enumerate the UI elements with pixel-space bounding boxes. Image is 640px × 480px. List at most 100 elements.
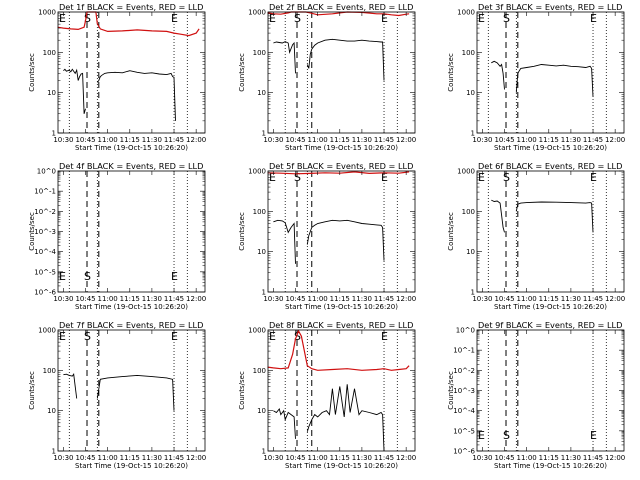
marker-e: E [590, 171, 597, 184]
x-tick-label: 11:30 [352, 136, 372, 144]
x-tick-label: 11:15 [539, 295, 559, 303]
x-tick-label: 12:00 [396, 454, 416, 462]
marker-e: E [171, 12, 178, 25]
y-tick-label: 10^-1 [34, 188, 56, 196]
y-tick-label: 10^-3 [453, 387, 475, 395]
y-axis-label: Counts/sec [28, 212, 36, 251]
marker-s: S [503, 429, 510, 442]
x-tick-label: 11:00 [98, 454, 118, 462]
y-tick-label: 100 [43, 367, 56, 375]
y-axis-label: Counts/sec [238, 371, 246, 410]
x-tick-label: 11:30 [561, 136, 581, 144]
marker-e-left: E [59, 270, 66, 283]
y-tick-label: 10^0 [37, 168, 56, 176]
x-tick-label: 11:00 [308, 136, 328, 144]
x-tick-label: 11:00 [98, 136, 118, 144]
y-tick-label: 1 [471, 130, 475, 138]
x-tick-label: 11:30 [352, 454, 372, 462]
y-axis-label: Counts/sec [447, 212, 455, 251]
y-tick-label: 1 [262, 289, 266, 297]
x-tick-label: 10:30 [53, 454, 73, 462]
y-tick-label: 1000 [457, 168, 475, 176]
y-tick-label: 1000 [457, 9, 475, 17]
marker-e: E [590, 12, 597, 25]
marker-e: E [171, 330, 178, 343]
chart-title: Det 8f BLACK = Events, RED = LLD [269, 320, 413, 330]
x-tick-label: 11:30 [142, 136, 162, 144]
x-tick-label: 11:15 [539, 454, 559, 462]
x-tick-label: 11:45 [164, 136, 184, 144]
y-tick-label: 10^-2 [34, 208, 56, 216]
y-tick-label: 1000 [248, 168, 266, 176]
y-tick-label: 100 [253, 49, 266, 57]
x-tick-label: 10:30 [263, 454, 283, 462]
x-tick-label: 10:45 [285, 136, 305, 144]
marker-s: S [503, 171, 510, 184]
marker-e-left: E [59, 12, 66, 25]
plot-frame [476, 329, 625, 452]
y-tick-label: 1 [262, 130, 266, 138]
x-tick-label: 11:15 [330, 295, 350, 303]
x-axis-label: Start Time (19-Oct-15 10:26:20) [285, 462, 398, 470]
series-events-line [491, 60, 594, 97]
x-tick-label: 11:45 [374, 136, 394, 144]
x-tick-label: 10:30 [53, 295, 73, 303]
y-axis-label: Counts/sec [28, 53, 36, 92]
x-tick-label: 12:00 [186, 454, 206, 462]
plot-frame [476, 11, 625, 134]
y-tick-label: 100 [462, 49, 475, 57]
x-tick-label: 12:00 [186, 295, 206, 303]
x-tick-label: 11:00 [517, 136, 537, 144]
plot-frame [267, 170, 416, 293]
plot-frame [57, 170, 206, 293]
chart-title: Det 6f BLACK = Events, RED = LLD [478, 161, 622, 171]
marker-e-left: E [269, 171, 276, 184]
x-tick-label: 12:00 [605, 136, 625, 144]
x-tick-label: 11:45 [374, 295, 394, 303]
marker-s: S [294, 330, 301, 343]
x-tick-label: 11:00 [308, 295, 328, 303]
x-tick-label: 11:45 [374, 454, 394, 462]
chart-panel-4: Det 4f BLACK = Events, RED = LLD S E E 10:30… [28, 161, 206, 311]
y-tick-label: 10^-4 [34, 248, 56, 256]
chart-title: Det 7f BLACK = Events, RED = LLD [59, 320, 203, 330]
marker-s: S [294, 171, 301, 184]
y-tick-label: 1000 [38, 327, 56, 335]
marker-s: S [84, 270, 91, 283]
marker-s: S [294, 12, 301, 25]
marker-e: E [381, 330, 388, 343]
y-tick-label: 10 [257, 248, 266, 256]
x-tick-label: 12:00 [605, 454, 625, 462]
series-events-line [273, 219, 385, 264]
x-tick-label: 10:45 [285, 295, 305, 303]
y-axis-label: Counts/sec [28, 371, 36, 410]
x-tick-label: 10:45 [75, 295, 95, 303]
y-tick-label: 1 [52, 130, 56, 138]
x-axis-label: Start Time (19-Oct-15 10:26:20) [75, 462, 188, 470]
x-tick-label: 11:45 [164, 454, 184, 462]
marker-s: S [503, 12, 510, 25]
x-tick-label: 10:30 [472, 454, 492, 462]
series-lld-line [267, 11, 410, 17]
y-tick-label: 1000 [38, 9, 56, 17]
x-tick-label: 10:45 [75, 454, 95, 462]
y-tick-label: 10^-1 [453, 347, 475, 355]
y-axis-label: Counts/sec [238, 53, 246, 92]
x-axis-label: Start Time (19-Oct-15 10:26:20) [75, 144, 188, 152]
y-axis-label: Counts/sec [447, 371, 455, 410]
y-tick-label: 10^-6 [34, 289, 56, 297]
chart-panel-9: Det 9f BLACK = Events, RED = LLD S E E 10:30… [447, 320, 625, 470]
x-axis-label: Start Time (19-Oct-15 10:26:20) [494, 144, 607, 152]
plot-frame [267, 329, 416, 452]
y-tick-label: 1000 [248, 327, 266, 335]
y-tick-label: 100 [462, 208, 475, 216]
x-tick-label: 10:30 [263, 295, 283, 303]
y-tick-label: 10^-4 [453, 407, 475, 415]
chart-title: Det 1f BLACK = Events, RED = LLD [59, 2, 203, 12]
y-tick-label: 10 [47, 89, 56, 97]
